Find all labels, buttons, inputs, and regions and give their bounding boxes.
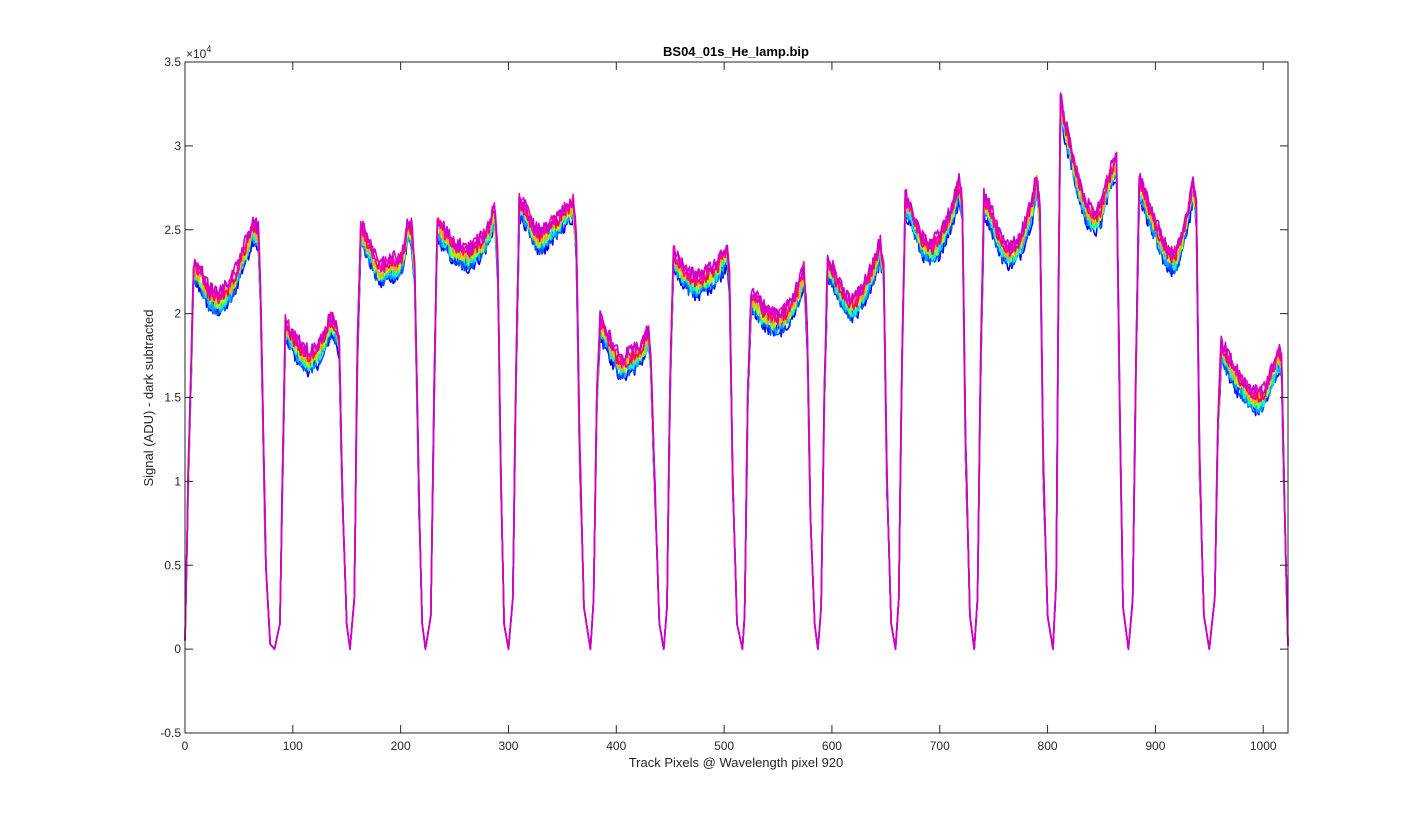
y-tick-label: 2.5 (164, 223, 181, 237)
x-tick-label: 0 (182, 739, 189, 753)
x-tick-label: 300 (498, 739, 518, 753)
y-tick-label: 1.5 (164, 391, 181, 405)
y-tick-label: 3 (174, 139, 181, 153)
x-tick-label: 800 (1038, 739, 1058, 753)
y-tick-label: 2 (174, 307, 181, 321)
y-axis-label: Signal (ADU) - dark subtracted (141, 309, 156, 486)
y-exponent-base: ×10 (186, 47, 207, 61)
x-tick-label: 600 (822, 739, 842, 753)
y-tick-label: 1 (174, 474, 181, 488)
y-exponent-power: 4 (206, 44, 211, 54)
y-tick-label: -0.5 (160, 726, 181, 740)
x-tick-label: 1000 (1250, 739, 1277, 753)
series-line-9 (184, 92, 1289, 650)
x-axis-label: Track Pixels @ Wavelength pixel 920 (629, 755, 844, 770)
y-tick-label: 0 (174, 642, 181, 656)
ticks-layer: 0 100 200 300 400 500 600 700 800 900 1000-0.500.5… (160, 55, 1288, 753)
chart-title: BS04_01s_He_lamp.bip (663, 44, 809, 59)
y-tick-label: 0.5 (164, 558, 181, 572)
x-tick-label: 100 (283, 739, 303, 753)
x-tick-label: 400 (606, 739, 626, 753)
x-tick-label: 200 (391, 739, 411, 753)
axes-background (185, 62, 1288, 733)
x-tick-label: 900 (1145, 739, 1165, 753)
y-tick-label: 3.5 (164, 55, 181, 69)
y-exponent-label: ×104 (186, 44, 211, 61)
x-tick-label: 700 (930, 739, 950, 753)
series-layer (184, 92, 1289, 650)
x-tick-label: 500 (714, 739, 734, 753)
